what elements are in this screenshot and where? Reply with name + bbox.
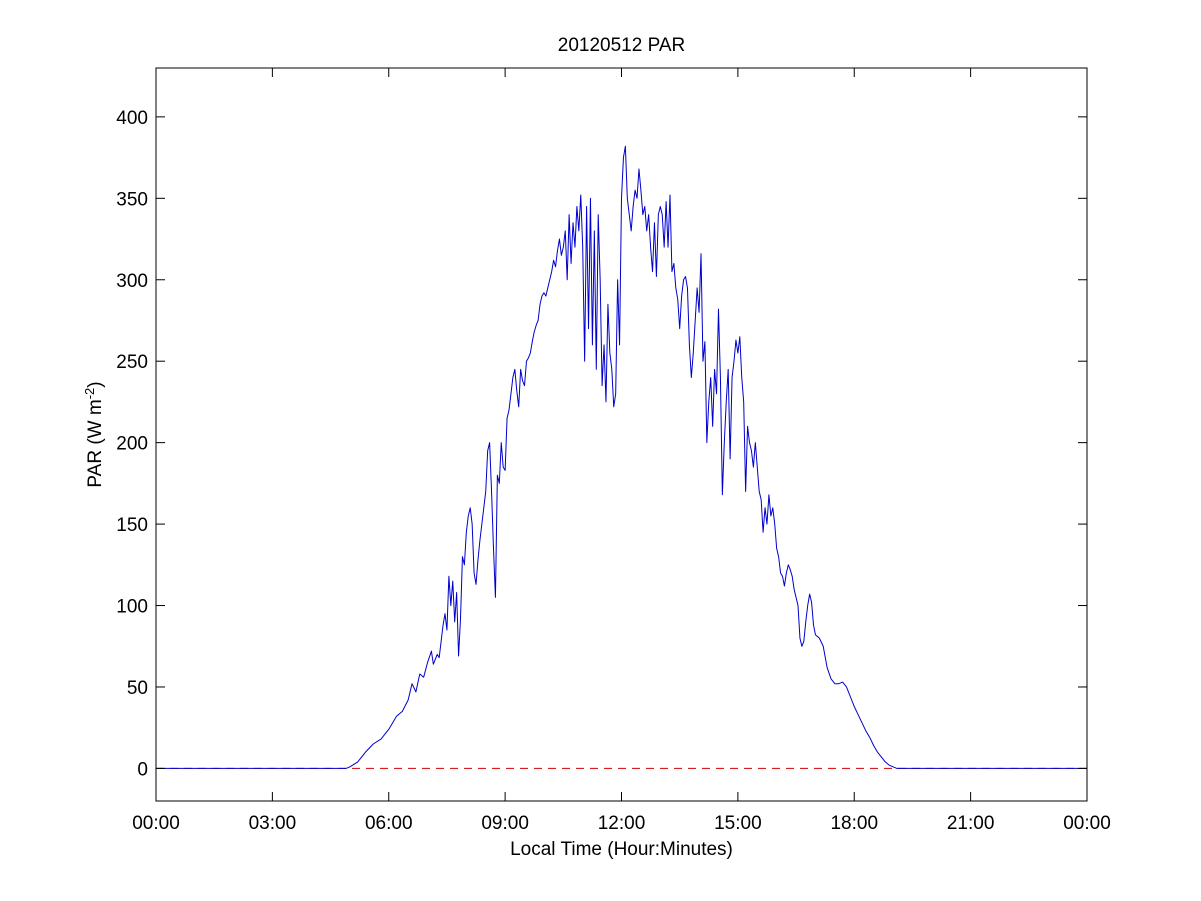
- plot-area: [156, 68, 1087, 801]
- x-axis-label: Local Time (Hour:Minutes): [510, 839, 733, 860]
- x-tick-label: 00:00: [1063, 813, 1111, 834]
- x-tick-label: 21:00: [947, 813, 995, 834]
- x-tick-label: 15:00: [714, 813, 762, 834]
- chart-title: 20120512 PAR: [558, 35, 685, 56]
- y-tick-label: 200: [116, 434, 148, 455]
- y-tick-label: 50: [127, 678, 148, 699]
- y-tick-label: 150: [116, 515, 148, 536]
- x-tick-label: 18:00: [830, 813, 878, 834]
- x-tick-label: 06:00: [365, 813, 413, 834]
- y-axis-label-superscript: -2: [82, 388, 97, 400]
- y-tick-label: 250: [116, 352, 148, 373]
- y-axis-label: PAR (W m-2): [82, 381, 107, 487]
- x-tick-label: 09:00: [481, 813, 529, 834]
- y-tick-label: 400: [116, 108, 148, 129]
- y-tick-label: 0: [137, 759, 148, 780]
- ticks-layer: 00:00 03:00 06:00 09:00 12:00 15:00 18:00 21:00…: [116, 68, 1111, 834]
- x-tick-label: 12:00: [598, 813, 646, 834]
- y-axis-label-main: PAR (W m: [85, 399, 106, 487]
- y-axis-label-close: ): [85, 381, 106, 387]
- x-tick-label: 03:00: [249, 813, 297, 834]
- y-tick-label: 100: [116, 597, 148, 618]
- x-tick-label: 00:00: [132, 813, 180, 834]
- y-tick-label: 300: [116, 271, 148, 292]
- series-line-par: [156, 145, 1087, 769]
- y-tick-label: 350: [116, 189, 148, 210]
- series-layer: [156, 145, 1087, 769]
